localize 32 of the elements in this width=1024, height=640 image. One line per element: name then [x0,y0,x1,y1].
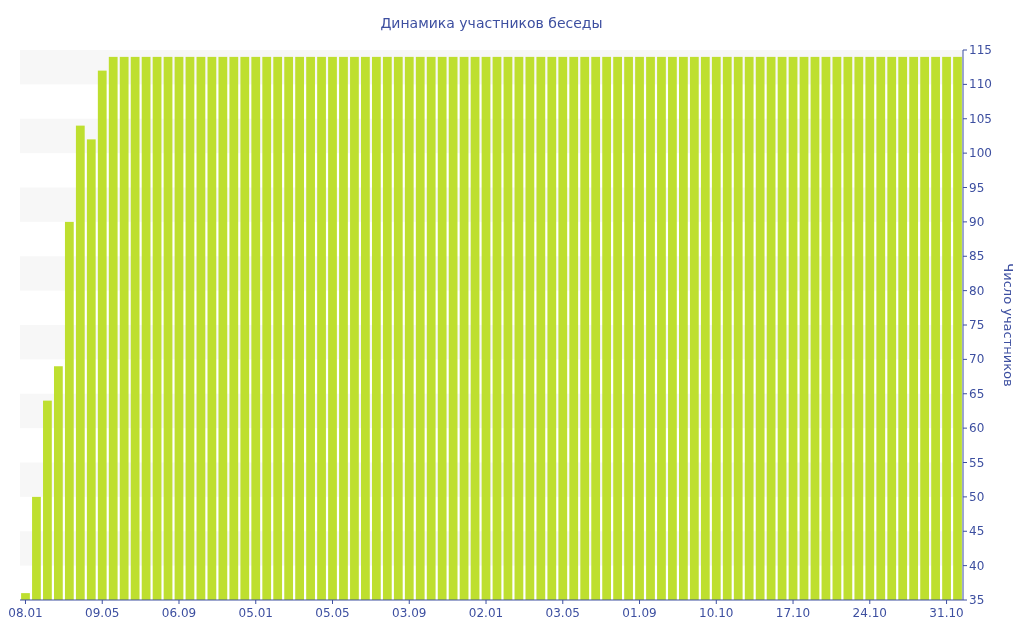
y-tick-label: 55 [969,455,985,470]
y-tick-label: 110 [969,77,992,92]
x-tick-label: 05.01 [238,606,273,620]
y-tick-label: 70 [969,352,985,367]
x-tick-label: 05.05 [315,606,350,620]
y-tick-label: 115 [969,43,992,57]
x-tick-label: 01.09 [622,606,657,620]
y-tick-label: 105 [969,111,992,126]
y-tick-label: 100 [969,146,992,161]
x-tick-label: 24.10 [852,606,887,620]
y-tick-label: 90 [969,214,985,229]
y-tick-label: 50 [969,489,985,504]
x-tick-label: 08.01 [8,606,43,620]
y-tick-label: 45 [969,524,985,539]
x-tick-label: 31.10 [929,606,964,620]
y-tick-label: 75 [969,318,985,332]
x-tick-label: 03.09 [392,606,427,620]
x-tick-label: 17.10 [775,606,811,620]
y-tick-label: 95 [969,180,985,195]
y-tick-label: 80 [969,283,985,298]
y-tick-label: 40 [969,558,985,573]
x-tick-label: 06.09 [161,606,197,620]
y-axis-title: Число участников [1001,263,1016,387]
y-tick-label: 85 [969,249,985,264]
y-tick-label: 35 [969,593,985,607]
x-tick-label: 09.05 [85,606,120,620]
y-tick-label: 60 [969,421,985,436]
x-tick-label: 10.10 [699,606,734,620]
x-tick-label: 02.01 [468,606,504,620]
x-tick-label: 03.05 [545,606,580,620]
chart-title: Динамика участников беседы [380,15,603,31]
y-tick-label: 65 [969,386,985,401]
